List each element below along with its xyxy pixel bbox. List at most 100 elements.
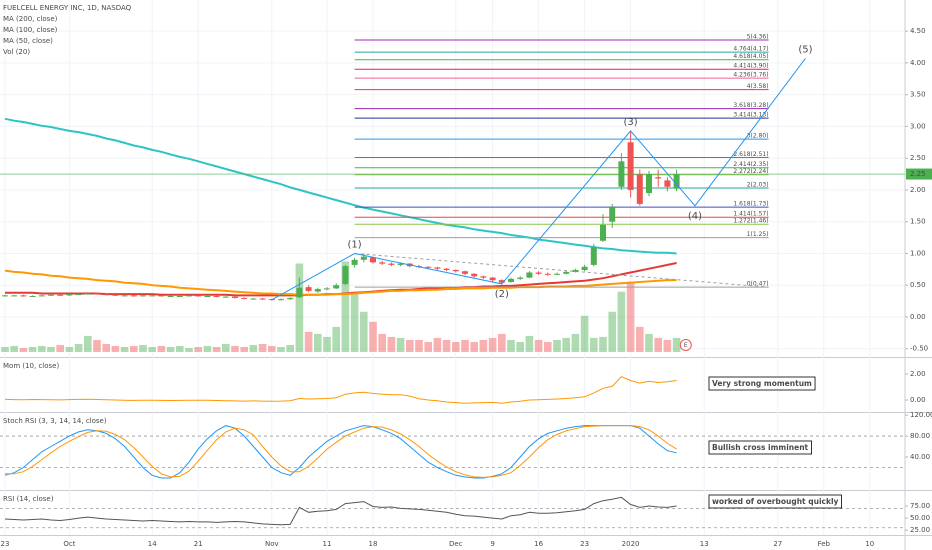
fib-label: 3(2.80) [747,133,769,140]
volume-bar [452,341,460,352]
volume-bar [93,339,101,352]
candle-body [57,294,64,296]
candle-body [296,287,303,298]
candle-body [112,294,119,296]
candle-body [360,256,367,260]
volume-bar [350,291,359,352]
candle-body [572,269,579,272]
indicator-line [4,496,677,526]
fib-label: 2(2.03) [747,182,769,189]
candle-body [186,295,192,297]
indicator-line [4,376,677,404]
candle-body [379,262,386,264]
volume-bar [442,339,451,352]
candle-body [222,296,229,298]
indicator-line [5,425,677,478]
volume-bar [571,333,580,352]
volume-bar [157,345,166,352]
x-tick-label: Dec [449,540,463,548]
y-tick-label: 0.00 [910,313,926,321]
wave-label: (4) [688,211,702,222]
candle-body [636,174,643,204]
volume-bar [19,347,28,352]
volume-bar [130,345,138,352]
x-tick-label: 21 [194,540,203,548]
note-box [708,494,842,509]
fib-label: 4(3.58) [747,83,769,90]
candle-body [2,295,8,297]
note-box [708,440,812,455]
volume-bar [378,333,386,352]
volume-bar [534,339,543,352]
candle-body [324,288,330,290]
volume-bar [636,326,644,352]
volume-bar [562,337,570,352]
candle-body [471,273,478,277]
candle-body [526,272,533,278]
y-tick-label: 2.50 [910,154,926,162]
x-tick-label: 11 [323,540,332,548]
candle-body [29,296,36,298]
volume-bar [74,343,83,352]
volume-bar [626,281,635,352]
volume-bar [470,341,478,352]
candle-body [498,280,505,283]
candle-body [241,297,248,299]
volume-bar [608,311,616,352]
y-tick-label: 40.00 [910,453,930,461]
fib-label: 1.618(1.73) [733,201,768,208]
volume-bar [120,346,129,352]
volume-bar [516,341,524,352]
volume-bar [488,337,497,352]
volume-bar [249,344,258,352]
candle-body [425,266,432,268]
wave-label: (2) [495,289,509,300]
volume-bar [38,345,46,352]
y-tick-label: 3.00 [910,122,926,130]
x-tick-label: 13 [700,540,709,548]
y-tick-label: 3.50 [910,91,926,99]
volume-bar [47,346,55,352]
volume-bar [332,326,340,352]
y-tick-label: 80.00 [910,432,930,440]
indicator-line [4,425,677,479]
x-tick-label: Feb [818,540,831,548]
x-tick-label: 2020 [622,540,640,548]
candle-body [508,278,514,283]
fib-label: 4.618(4.05) [733,53,768,60]
wave-label: (1) [348,239,362,250]
fib-label: 4.764(4.17) [733,46,768,53]
volume-bar [406,339,414,352]
candle-body [480,276,487,278]
y-tick-label: 2.00 [910,186,926,194]
legend-entry: MA (50, close) [3,37,53,45]
note-text: worked of overbought quickly [712,497,839,506]
y-tick-label: 0.00 [910,396,926,404]
last-price-label: 2.25 [910,170,926,178]
y-tick-label: 120.00 [910,411,932,419]
candle-body [517,277,524,279]
volume-bar [663,339,672,352]
candle-body [259,298,266,300]
y-tick-label: 0.50 [910,281,926,289]
fib-label: 1.272(1.46) [733,218,768,225]
volume-bar [212,346,221,352]
candle-body [167,296,174,298]
fib-label: 1(1.25) [747,231,769,238]
volume-bar [304,331,313,352]
candle-body [84,293,91,295]
volume-bar [139,344,147,352]
candle-body [11,295,18,297]
candle-body [462,271,468,274]
fib-label: 2.414(2.35) [733,161,768,168]
volume-bar [185,347,193,352]
x-tick-label: 23 [580,540,589,548]
candle-body [158,295,165,297]
volume-bar [507,339,515,352]
volume-bar [222,343,230,352]
volume-bar [617,291,626,352]
candle-body [397,263,404,265]
wave-label: (5) [798,44,812,55]
candle-body [314,289,321,292]
volume-bar [148,346,156,352]
